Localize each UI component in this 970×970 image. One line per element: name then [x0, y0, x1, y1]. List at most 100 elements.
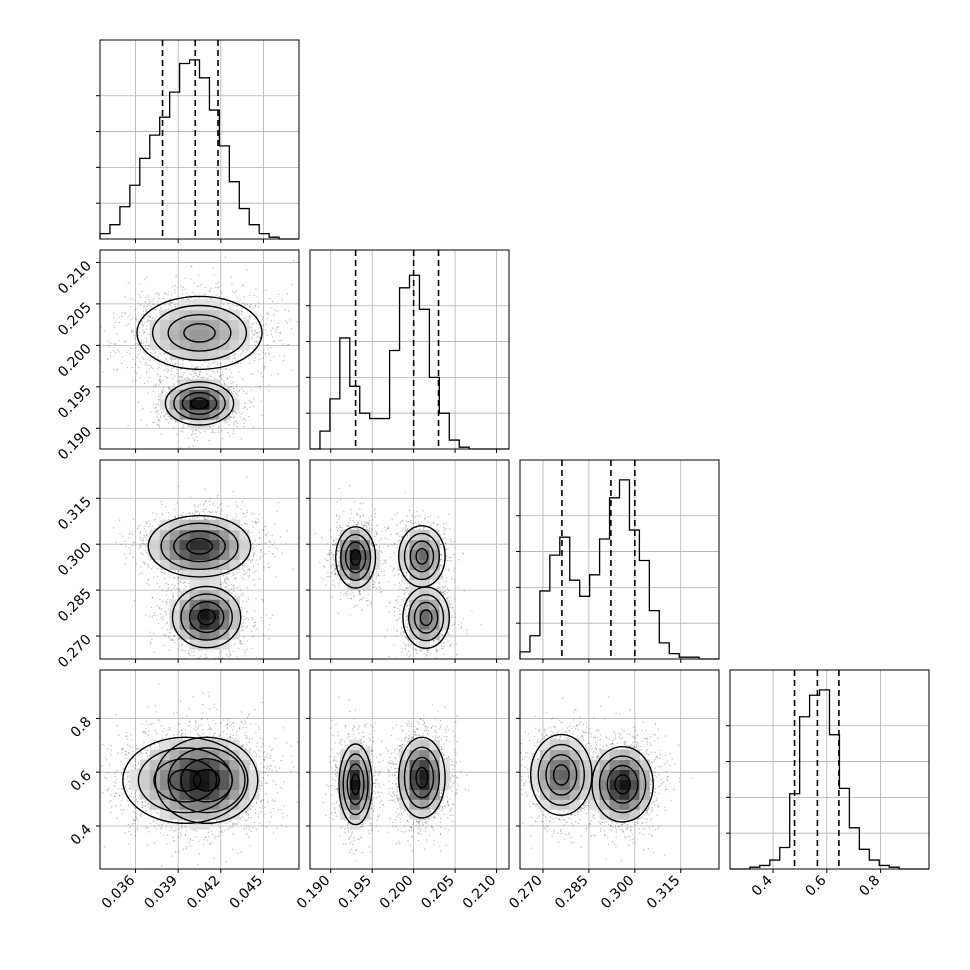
scatter-point: [181, 289, 183, 291]
scatter-point: [236, 571, 239, 573]
scatter-point: [252, 558, 254, 560]
scatter-point: [222, 575, 225, 577]
scatter-point: [258, 359, 260, 361]
scatter-point: [107, 358, 109, 361]
scatter-point: [221, 651, 223, 653]
scatter-point: [172, 583, 174, 586]
scatter-point: [160, 501, 162, 503]
scatter-point: [181, 293, 183, 295]
scatter-point: [228, 424, 230, 426]
scatter-point: [253, 551, 255, 554]
scatter-point: [217, 281, 220, 284]
scatter-point: [236, 305, 238, 308]
scatter-point: [163, 611, 166, 613]
scatter-point: [174, 292, 176, 294]
scatter-point: [191, 265, 193, 268]
scatter-point: [235, 360, 238, 362]
scatter-point: [229, 307, 231, 310]
scatter-point: [148, 526, 150, 528]
scatter-point: [160, 381, 162, 383]
scatter-point: [231, 350, 234, 352]
scatter-point: [193, 371, 195, 373]
scatter-point: [215, 283, 217, 285]
scatter-point: [116, 333, 118, 335]
scatter-point: [239, 640, 242, 643]
scatter-point: [274, 523, 276, 526]
scatter-point: [235, 384, 238, 386]
scatter-point: [262, 357, 265, 359]
scatter-point: [145, 328, 147, 331]
scatter-point: [218, 376, 221, 378]
scatter-point: [181, 427, 184, 430]
scatter-point: [195, 429, 197, 432]
scatter-point: [180, 581, 182, 583]
scatter-point: [245, 317, 247, 319]
scatter-point: [109, 351, 111, 354]
scatter-point: [191, 434, 193, 436]
scatter-point: [216, 511, 218, 513]
scatter-point: [250, 560, 252, 562]
scatter-point: [233, 591, 235, 593]
scatter-point: [152, 422, 154, 424]
scatter-point: [193, 654, 195, 657]
scatter-point: [233, 421, 235, 424]
scatter-point: [243, 422, 245, 424]
scatter-point: [217, 431, 219, 433]
scatter-point: [158, 295, 160, 297]
scatter-point: [159, 306, 162, 309]
density-cell: [189, 389, 200, 400]
scatter-point: [210, 287, 212, 289]
scatter-point: [244, 655, 246, 657]
scatter-point: [228, 435, 231, 437]
density-cell: [209, 399, 220, 410]
scatter-point: [165, 590, 168, 593]
scatter-point: [131, 330, 133, 332]
scatter-point: [240, 438, 243, 440]
scatter-point: [196, 374, 198, 377]
scatter-point: [148, 564, 150, 567]
scatter-point: [241, 308, 243, 310]
density-cell: [179, 379, 191, 390]
scatter-point: [279, 332, 281, 334]
scatter-point: [142, 324, 144, 326]
density-cell: [189, 349, 200, 360]
scatter-point: [233, 518, 236, 520]
scatter-point: [149, 315, 151, 318]
scatter-point: [243, 563, 245, 565]
scatter-point: [121, 311, 123, 314]
scatter-point: [275, 331, 277, 333]
scatter-point: [170, 374, 173, 376]
scatter-point: [207, 517, 209, 519]
scatter-point: [253, 553, 256, 555]
scatter-point: [159, 358, 161, 361]
scatter-point: [253, 625, 255, 627]
scatter-point: [258, 543, 260, 545]
scatter-point: [180, 368, 182, 370]
scatter-point: [261, 414, 263, 417]
scatter-point: [159, 598, 161, 601]
scatter-point: [280, 339, 282, 342]
scatter-point: [131, 331, 133, 334]
scatter-point: [257, 521, 259, 523]
scatter-point: [181, 298, 183, 300]
scatter-point: [138, 573, 140, 576]
scatter-point: [132, 317, 134, 319]
scatter-point: [209, 503, 211, 506]
scatter-point: [162, 589, 164, 592]
scatter-point: [229, 652, 232, 654]
scatter-point: [100, 326, 102, 328]
scatter-point: [278, 293, 280, 296]
scatter-point: [262, 351, 264, 353]
scatter-point: [141, 408, 143, 411]
scatter-point: [250, 327, 252, 329]
density-cell: [179, 399, 191, 410]
scatter-point: [218, 368, 220, 371]
scatter-point: [211, 362, 213, 364]
scatter-point: [202, 376, 204, 379]
panel-content: [112, 476, 299, 659]
scatter-point: [145, 539, 147, 541]
scatter-point: [176, 380, 178, 383]
scatter-point: [226, 378, 228, 380]
scatter-point: [175, 305, 177, 307]
scatter-point: [176, 372, 178, 375]
